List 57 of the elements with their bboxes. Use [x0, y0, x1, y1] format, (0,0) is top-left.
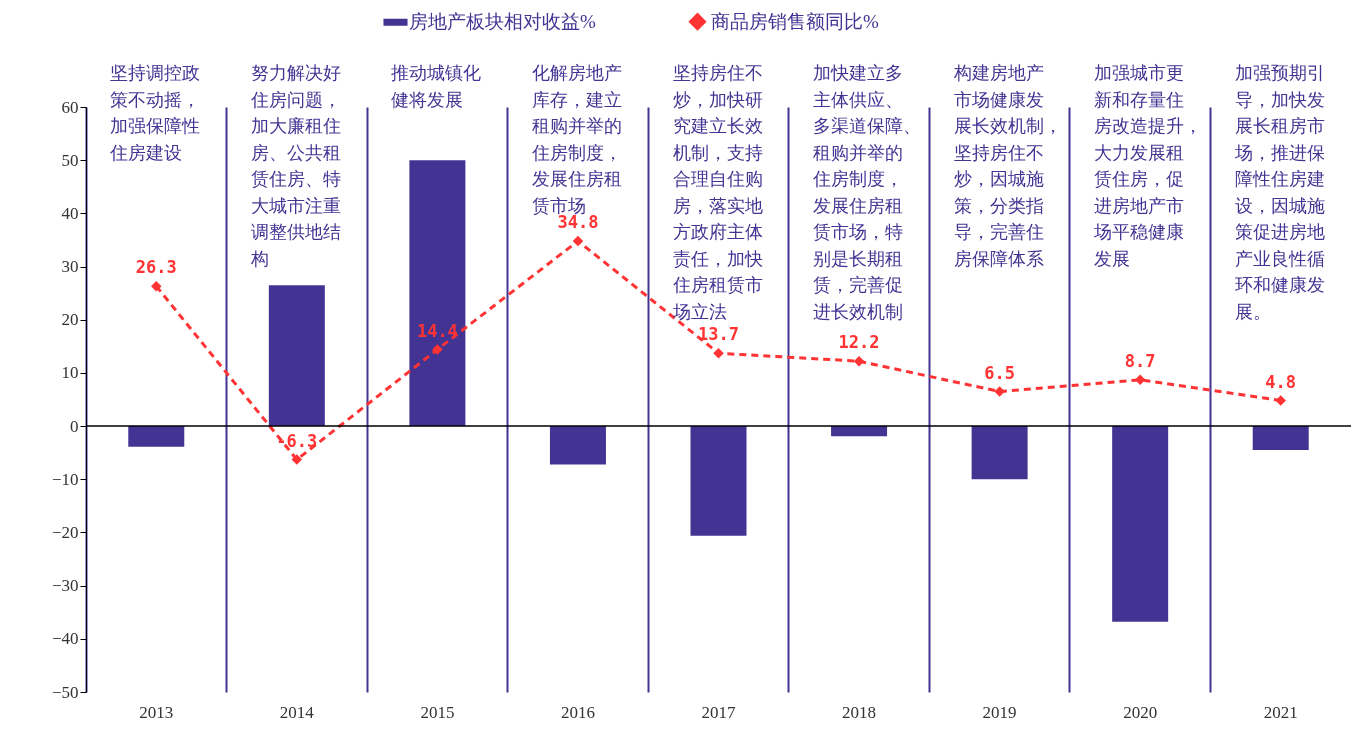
point [994, 386, 1005, 397]
x-tick-label: 2019 [982, 702, 1017, 722]
y-tick-label: 50 [61, 150, 79, 170]
x-tick-label: 2016 [560, 702, 595, 722]
y-tick-label: −40 [51, 629, 79, 649]
point [572, 235, 584, 247]
point [853, 355, 865, 367]
annotation: 化解房地产库存，建立租购并举的住房制度，发展住房租赁市场 [530, 63, 622, 216]
y-tick-label: 30 [61, 257, 79, 277]
point [432, 344, 443, 355]
text: 加快建立多主体供应、多渠道保障、租购并举的住房制度，发展住房租赁市场，特别是长期租赁，完善促进长效机制 [813, 63, 922, 322]
point [713, 347, 724, 359]
annotation: 加强城市更新和存量住房改造提升，大力发展租赁住房，促进房地产市场平稳健康发展 [1093, 63, 1203, 269]
y-tick-label: −20 [51, 522, 79, 542]
bar [128, 426, 185, 447]
y-tick-label: 10 [61, 363, 79, 383]
x-tick-label: 2013 [139, 702, 174, 722]
x-tick-label: 2017 [701, 702, 736, 722]
y-tick-label: −30 [51, 576, 79, 596]
data-label: 13.7 [698, 324, 739, 345]
text: 坚持房住不炒，加快研究建立长效机制，支持合理自住购房，落实地方政府主体责任，加快住房租赁市场立法 [672, 63, 763, 322]
text: 加强预期引导，加快发展长租房市场，推进保障性住房建设，因城施策促进房地产业良性循环和健康发展。 [1234, 63, 1325, 322]
bar [268, 285, 325, 427]
data-label: 6.5 [984, 362, 1015, 383]
bar [549, 426, 606, 465]
bar [1112, 426, 1169, 622]
y-tick-label: −10 [51, 469, 79, 489]
y-tick-label: 60 [61, 97, 79, 117]
data-label: 4.8 [1265, 371, 1297, 392]
annotation: 构建房地产市场健康发展长效机制，坚持房住不炒，因城施策，分类指导，完善住房保障体系 [952, 63, 1062, 269]
x-tick-label: 2021 [1263, 702, 1298, 722]
bar [690, 426, 747, 536]
data-label: 14.4 [416, 320, 458, 341]
point [291, 454, 303, 465]
bar [971, 426, 1028, 480]
x-tick-label: 2020 [1123, 702, 1158, 722]
annotation: 努力解决好住房问题，加大廉租住房、公共租赁住房、特大城市注重调整供地结构 [249, 63, 341, 269]
data-label: 26.3 [135, 257, 177, 278]
y-tick-label: 40 [61, 203, 79, 223]
data-label: 12.2 [838, 332, 880, 353]
data-label: -6.3 [276, 430, 318, 451]
x-tick-label: 2015 [420, 702, 455, 722]
x-tick-label: 2014 [279, 702, 315, 722]
legend-label: 商品房销售额同比% [711, 10, 879, 32]
y-tick-label: 20 [61, 310, 79, 330]
point [151, 280, 162, 292]
bar [1252, 426, 1309, 451]
annotation: 推动城镇化健将发展 [391, 63, 482, 110]
legend-label: 房地产板块相对收益% [409, 11, 596, 33]
data-label: 8.7 [1124, 350, 1156, 371]
point [1275, 395, 1286, 406]
bar [409, 160, 466, 427]
x-tick-label: 2018 [842, 702, 877, 722]
annotation: 坚持调控政策不动摇，加强保障性住房建设 [109, 63, 201, 163]
point [1134, 374, 1146, 386]
y-tick-label: −50 [51, 682, 79, 702]
y-tick-label: 0 [70, 416, 79, 436]
